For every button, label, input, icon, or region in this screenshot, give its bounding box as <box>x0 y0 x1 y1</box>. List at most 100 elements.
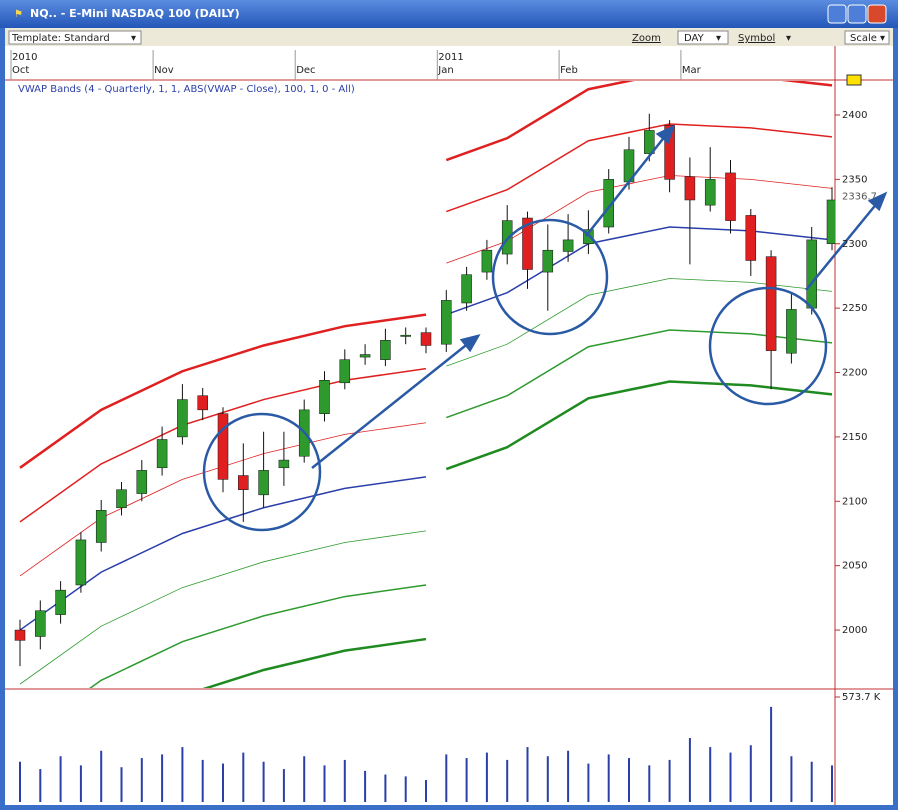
candle-body <box>806 239 817 309</box>
y-tick-label: 2300 <box>842 239 867 250</box>
annotations <box>202 124 888 532</box>
arrow <box>311 341 471 469</box>
window-title: NQ.. - E-Mini NASDAQ 100 (DAILY) <box>30 7 240 20</box>
x-tick-label: Jan <box>437 65 453 76</box>
candle-body <box>258 470 269 496</box>
vwap-band <box>445 380 833 471</box>
zoom-button[interactable]: Zoom <box>632 33 661 44</box>
vwap-band <box>445 81 833 162</box>
candle-body <box>55 589 66 615</box>
y-tick-label: 2050 <box>842 561 867 572</box>
y-tick-label: 2350 <box>842 174 867 185</box>
candle-body <box>116 489 127 508</box>
candle-body <box>542 249 554 273</box>
arrow <box>805 201 879 291</box>
candle-body <box>95 510 107 543</box>
candle-body <box>380 340 391 360</box>
candle-body <box>562 239 574 252</box>
y-tick-label: 2200 <box>842 368 867 379</box>
candle-body <box>217 413 229 480</box>
vwap-band <box>446 123 833 213</box>
scale-label: Scale <box>850 33 877 44</box>
arrow-head <box>459 334 481 353</box>
candle-body <box>156 439 168 469</box>
candle-body <box>420 332 432 346</box>
candle-body <box>481 249 493 273</box>
last-price-label: 2336.7 <box>842 192 877 203</box>
candle-body <box>522 217 533 270</box>
candle-body <box>177 399 188 438</box>
candle-body <box>400 334 411 337</box>
y-tick-label: 2250 <box>842 303 867 314</box>
vwap-band <box>446 329 833 419</box>
candle-body <box>319 379 330 414</box>
indicator-label: VWAP Bands (4 - Quarterly, 1, 1, ABS(VWA… <box>18 84 355 95</box>
candle-body <box>339 359 351 384</box>
vwap-band <box>446 278 833 367</box>
candle-body <box>35 610 46 637</box>
dropdown-arrow: ▾ <box>716 33 721 44</box>
candle-body <box>786 309 797 354</box>
y-tick-label: 2400 <box>842 110 867 121</box>
candle-body <box>684 176 696 201</box>
candle-body <box>136 470 148 494</box>
template-label: Template: Standard <box>11 33 110 44</box>
candle-body <box>359 354 371 358</box>
maximize-button[interactable] <box>847 4 867 24</box>
app-icon: ⚑ <box>14 9 23 20</box>
candle-body <box>278 459 290 469</box>
candle-body <box>765 256 777 351</box>
candle-body <box>501 220 513 255</box>
highlight-circle <box>202 412 322 532</box>
candle-body <box>603 179 614 228</box>
symbol-button[interactable]: Symbol <box>738 33 775 44</box>
plot-area <box>14 81 835 688</box>
toolbar <box>5 28 893 46</box>
candle-body <box>75 539 87 586</box>
candle-body <box>238 475 249 490</box>
minimize-button[interactable] <box>827 4 847 24</box>
highlight-circle <box>491 218 609 336</box>
candle-body <box>461 274 472 304</box>
year-label: 2010 <box>12 52 37 63</box>
year-label: 2011 <box>438 52 463 63</box>
vwap-band <box>19 530 427 685</box>
scale-dropdown[interactable] <box>844 30 890 45</box>
candle-body <box>745 215 757 261</box>
template-dropdown[interactable] <box>8 30 142 45</box>
candle-body <box>704 179 716 206</box>
vwap-band <box>19 313 427 469</box>
x-tick-label: Mar <box>682 65 702 76</box>
candle-body <box>441 300 452 345</box>
candle-body <box>14 629 26 641</box>
candle-body <box>644 130 655 154</box>
arrow-head <box>867 191 888 212</box>
close-button[interactable] <box>867 4 887 24</box>
x-tick-label: Dec <box>296 65 315 76</box>
vwap-band <box>89 584 427 688</box>
highlight-circle <box>708 286 828 406</box>
candle-body <box>197 395 208 411</box>
x-tick-label: Feb <box>560 65 578 76</box>
candle-body <box>583 229 594 245</box>
arrow <box>585 134 667 237</box>
candle-body <box>826 199 835 245</box>
volume-tick-label: 573.7 K <box>842 692 881 703</box>
title-bar <box>0 0 898 28</box>
vwap-band <box>19 476 427 631</box>
price-marker-icon <box>846 74 862 86</box>
x-tick-label: Oct <box>12 65 29 76</box>
vwap-band <box>202 637 427 688</box>
dropdown-arrow: ▾ <box>880 33 885 44</box>
period-dropdown[interactable] <box>677 30 729 45</box>
arrow-head <box>655 124 676 145</box>
y-tick-label: 2150 <box>842 432 867 443</box>
dropdown-arrow: ▾ <box>786 33 791 44</box>
x-tick-label: Nov <box>154 65 174 76</box>
dropdown-arrow: ▾ <box>131 33 136 44</box>
y-tick-label: 2000 <box>842 625 867 636</box>
y-tick-label: 2100 <box>842 496 867 507</box>
period-label: DAY <box>684 33 705 44</box>
candle-body <box>725 172 736 221</box>
